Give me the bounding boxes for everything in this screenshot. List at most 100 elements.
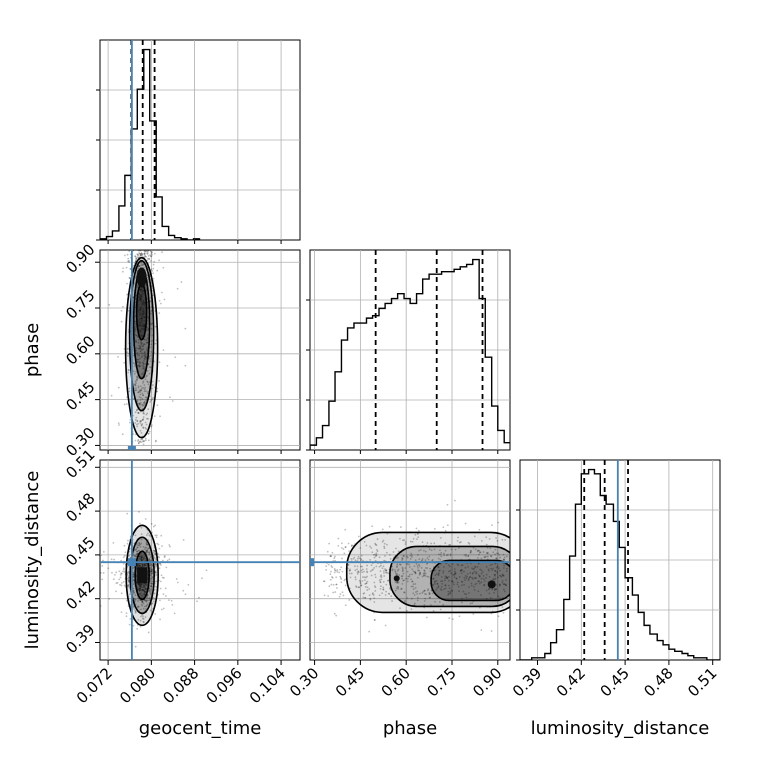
scatter-point: [474, 576, 477, 579]
scatter-point: [141, 364, 144, 367]
scatter-point: [139, 422, 142, 424]
scatter-point: [120, 320, 123, 323]
scatter-point: [127, 369, 130, 371]
scatter-point: [469, 551, 472, 554]
scatter-point: [133, 362, 136, 365]
scatter-point: [136, 358, 139, 361]
scatter-point: [145, 399, 148, 402]
scatter-point: [469, 576, 472, 579]
scatter-point: [144, 421, 147, 424]
scatter-point: [139, 254, 142, 256]
scatter-point: [478, 575, 481, 578]
scatter-point: [136, 353, 139, 356]
scatter-point: [495, 584, 498, 586]
scatter-point: [132, 606, 135, 609]
scatter-point: [494, 548, 497, 551]
scatter-point: [394, 569, 396, 571]
scatter-point: [149, 572, 152, 575]
scatter-point: [117, 386, 120, 389]
scatter-point: [461, 580, 463, 583]
scatter-point: [473, 567, 476, 570]
scatter-point: [356, 571, 359, 574]
scatter-point: [143, 252, 146, 254]
scatter-point: [485, 536, 488, 539]
scatter-point: [149, 609, 152, 612]
scatter-point: [463, 570, 465, 573]
scatter-point: [146, 380, 149, 383]
scatter-point: [371, 551, 374, 554]
scatter-point: [132, 583, 135, 586]
scatter-point: [350, 545, 353, 547]
scatter-point: [379, 587, 382, 590]
scatter-point: [139, 564, 141, 567]
scatter-point: [483, 556, 486, 558]
scatter-point: [138, 354, 141, 357]
scatter-point: [368, 594, 371, 596]
scatter-point: [139, 330, 141, 333]
scatter-point: [463, 593, 466, 595]
scatter-point: [127, 260, 129, 263]
scatter-point: [139, 587, 141, 589]
scatter-point: [477, 549, 480, 552]
scatter-point: [331, 576, 333, 578]
scatter-point: [205, 569, 208, 572]
scatter-point: [355, 586, 358, 589]
scatter-point: [196, 600, 198, 603]
scatter-point: [136, 420, 139, 422]
scatter-point: [142, 440, 145, 443]
scatter-point: [359, 547, 362, 549]
scatter-point: [102, 572, 105, 574]
scatter-point: [145, 329, 148, 332]
scatter-point: [485, 597, 488, 600]
scatter-point: [416, 553, 419, 556]
scatter-point: [140, 293, 143, 296]
scatter-point: [143, 593, 146, 596]
scatter-point: [440, 576, 443, 578]
scatter-point: [336, 587, 338, 589]
scatter-point: [380, 576, 383, 579]
scatter-point: [498, 553, 501, 556]
scatter-point: [379, 585, 382, 588]
scatter-point: [126, 348, 129, 350]
scatter-point: [467, 577, 470, 580]
scatter-point: [396, 563, 399, 566]
scatter-point: [371, 569, 373, 572]
scatter-point: [137, 583, 140, 585]
scatter-point: [501, 581, 504, 584]
scatter-point: [444, 530, 447, 532]
scatter-point: [139, 385, 142, 388]
scatter-point: [339, 593, 342, 596]
scatter-point: [108, 597, 111, 600]
scatter-point: [138, 585, 141, 588]
scatter-point: [483, 584, 485, 587]
scatter-point: [150, 252, 153, 255]
scatter-point: [457, 564, 460, 567]
scatter-point: [494, 553, 496, 556]
scatter-point: [141, 349, 143, 351]
scatter-point: [140, 438, 142, 441]
scatter-point: [414, 571, 416, 574]
scatter-point: [140, 262, 143, 265]
scatter-point: [150, 424, 153, 426]
scatter-point: [184, 327, 187, 330]
scatter-point: [374, 590, 377, 592]
scatter-point: [492, 567, 495, 570]
scatter-point: [138, 322, 141, 325]
scatter-point: [128, 585, 130, 588]
truth-marker: [127, 558, 136, 567]
scatter-point: [454, 570, 456, 573]
scatter-point: [421, 541, 424, 544]
scatter-point: [138, 555, 141, 558]
scatter-point: [140, 538, 143, 541]
scatter-point: [493, 588, 496, 590]
scatter-point: [363, 540, 366, 543]
scatter-point: [158, 312, 161, 314]
scatter-point: [468, 592, 470, 594]
scatter-point: [141, 556, 144, 559]
scatter-point: [334, 569, 337, 572]
scatter-point: [501, 574, 504, 577]
scatter-point: [146, 417, 148, 420]
scatter-point: [410, 585, 413, 588]
scatter-point: [446, 524, 449, 527]
